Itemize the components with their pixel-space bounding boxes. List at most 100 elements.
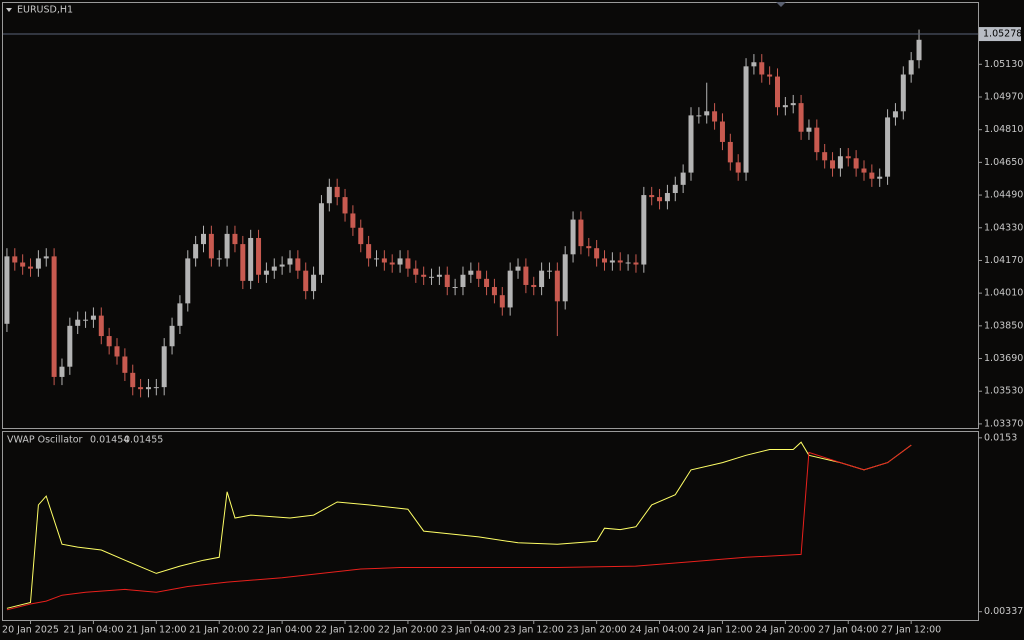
candle-body	[562, 254, 568, 302]
candle-body	[916, 39, 922, 61]
candle-body	[806, 127, 812, 132]
x-tick-label: 21 Jan 20:00	[189, 625, 249, 636]
candle-body	[177, 303, 183, 326]
x-tick-label: 21 Jan 12:00	[126, 625, 186, 636]
x-tick-label: 22 Jan 20:00	[378, 625, 438, 636]
candle-body	[609, 260, 615, 263]
x-tick-label: 27 Jan 12:00	[881, 625, 941, 636]
candle-body	[413, 268, 419, 275]
menu-arrow[interactable]	[6, 8, 12, 12]
candle-body	[232, 233, 238, 245]
candle-body	[83, 319, 89, 321]
candle-body	[295, 258, 301, 271]
candle-body	[735, 162, 741, 173]
candle-body	[138, 387, 144, 390]
candle-body	[767, 74, 773, 77]
candle-body	[594, 248, 600, 259]
candle-body	[515, 266, 521, 271]
candle-body	[782, 105, 788, 108]
candle-body	[397, 258, 403, 265]
candle-body	[153, 387, 159, 389]
candle-body	[12, 256, 18, 263]
oscillator-title: VWAP Oscillator	[7, 435, 83, 446]
y-tick-label: 0.00337	[984, 606, 1023, 617]
candle-body	[263, 270, 269, 275]
candle-body	[869, 172, 875, 179]
current-price-box	[979, 27, 1021, 42]
candle-body	[704, 111, 710, 116]
y-tick-label: 1.04330	[984, 222, 1023, 233]
y-tick-label: 1.04170	[984, 255, 1023, 266]
candle-body	[452, 287, 458, 289]
price-panel	[2, 2, 979, 429]
x-tick-label: 27 Jan 04:00	[818, 625, 878, 636]
x-tick-label: 24 Jan 20:00	[755, 625, 815, 636]
candle-body	[161, 346, 167, 388]
candle-body	[696, 115, 702, 117]
candle-body	[672, 184, 678, 194]
candle-body	[114, 346, 120, 357]
candle-body	[421, 274, 427, 277]
candle-body	[224, 233, 230, 259]
candle-body	[712, 111, 718, 122]
candle-body	[491, 287, 497, 296]
candle-body	[106, 336, 112, 347]
candle-body	[602, 258, 608, 263]
candle-body	[570, 219, 576, 255]
candle-body	[240, 244, 246, 281]
y-tick-label: 1.04970	[984, 91, 1023, 102]
candle-body	[366, 244, 372, 259]
candle-body	[381, 258, 387, 263]
candle-body	[468, 270, 474, 275]
candle-body	[798, 103, 804, 132]
x-tick-label: 22 Jan 04:00	[252, 625, 312, 636]
candle-body	[35, 258, 41, 269]
x-tick-label: 20 Jan 2025	[2, 625, 59, 636]
oscillator-line	[6, 444, 912, 611]
candle-body	[845, 156, 851, 159]
candle-body	[334, 186, 340, 198]
candle-body	[405, 258, 411, 269]
y-tick-label: 1.04010	[984, 288, 1023, 299]
candle-body	[75, 319, 81, 326]
candle-body	[822, 152, 828, 161]
candle-body	[633, 262, 639, 265]
candle-body	[271, 266, 277, 271]
candle-body	[484, 278, 490, 288]
candle-body	[4, 256, 10, 324]
candle-body	[625, 262, 631, 264]
candle-body	[546, 270, 552, 272]
candle-body	[554, 270, 560, 302]
candle-body	[145, 387, 151, 390]
candle-body	[759, 62, 765, 75]
oscillator-value: 0.01455	[124, 435, 163, 446]
candle-body	[444, 274, 450, 288]
candle-body	[51, 256, 57, 377]
candle-body	[350, 213, 356, 228]
y-tick-label: 1.04810	[984, 124, 1023, 135]
candle-body	[201, 233, 207, 245]
x-tick-label: 22 Jan 12:00	[315, 625, 375, 636]
candle-body	[67, 325, 73, 367]
x-tick-label: 23 Jan 20:00	[567, 625, 627, 636]
candle-body	[885, 117, 891, 177]
candle-body	[59, 366, 65, 377]
candle-body	[892, 111, 898, 118]
candle-body	[20, 262, 26, 267]
candle-body	[358, 227, 364, 245]
candle-body	[743, 66, 749, 173]
candle-body	[853, 158, 859, 169]
candle-body	[43, 256, 49, 259]
oscillator-value: 0.01454	[90, 435, 129, 446]
candle-body	[169, 325, 175, 347]
candle-body	[373, 258, 379, 260]
x-tick-label: 24 Jan 04:00	[629, 625, 689, 636]
candle-body	[539, 270, 545, 288]
candle-body	[774, 76, 780, 108]
y-tick-label: 1.03370	[984, 418, 1023, 429]
candle-body	[523, 266, 529, 285]
candle-body	[586, 246, 592, 249]
candle-body	[507, 270, 513, 308]
candle-body	[326, 186, 332, 204]
